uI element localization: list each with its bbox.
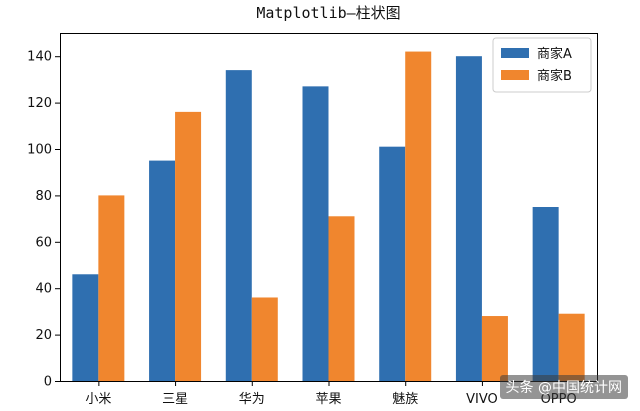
bar-a-6 bbox=[532, 207, 559, 381]
x-axis: 小米 三星 华为 苹果 魅族 VIVO OPPO bbox=[85, 381, 577, 407]
legend-label: 商家A bbox=[537, 46, 572, 62]
bar-a-1 bbox=[149, 160, 176, 381]
bar-b-5 bbox=[481, 316, 508, 381]
y-tick-label: 0 bbox=[44, 375, 52, 390]
x-tick-label: 苹果 bbox=[315, 392, 341, 407]
bar-a-3 bbox=[302, 86, 329, 382]
bar-a-4 bbox=[379, 146, 406, 381]
bar-a-5 bbox=[455, 56, 482, 381]
bar-b-6 bbox=[558, 313, 585, 381]
x-tick-label: 三星 bbox=[162, 392, 188, 407]
x-tick-label: 小米 bbox=[85, 392, 111, 407]
bar-b-2 bbox=[251, 297, 278, 381]
y-tick-label: 120 bbox=[27, 96, 52, 111]
bar-a-0 bbox=[72, 274, 99, 381]
y-tick-label: 80 bbox=[35, 189, 52, 204]
chart-title: Matplotlib—柱状图 bbox=[256, 4, 400, 22]
y-tick-label: 60 bbox=[35, 235, 52, 250]
y-axis: 0 20 40 60 80 100 120 140 bbox=[27, 50, 60, 390]
bar-a-2 bbox=[225, 70, 252, 382]
x-tick-label: VIVO bbox=[466, 392, 498, 407]
legend: 商家A 商家B bbox=[492, 37, 592, 93]
bars-layer bbox=[72, 51, 585, 382]
legend-swatch bbox=[501, 48, 529, 58]
bar-b-0 bbox=[98, 195, 125, 381]
y-tick-label: 100 bbox=[27, 143, 52, 158]
legend-label: 商家B bbox=[537, 68, 572, 84]
bar-b-3 bbox=[328, 216, 355, 381]
bar-b-1 bbox=[175, 111, 202, 381]
x-tick-label: 魅族 bbox=[392, 391, 418, 407]
watermark: 头条 @中国统计网 bbox=[499, 375, 628, 399]
bar-b-4 bbox=[405, 51, 432, 382]
y-tick-label: 140 bbox=[27, 50, 52, 65]
x-tick-label: 华为 bbox=[239, 392, 265, 407]
legend-swatch bbox=[501, 70, 529, 80]
y-tick-label: 20 bbox=[35, 328, 52, 343]
y-tick-label: 40 bbox=[35, 282, 52, 297]
